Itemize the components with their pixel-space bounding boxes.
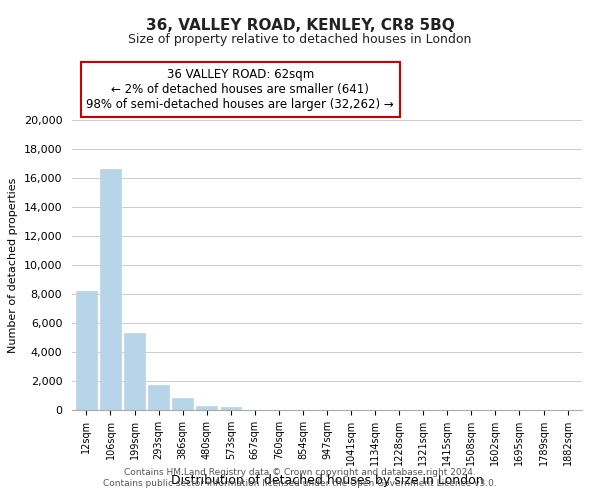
Bar [124, 333, 145, 410]
Y-axis label: Number of detached properties: Number of detached properties [8, 178, 18, 352]
Text: 36 VALLEY ROAD: 62sqm
← 2% of detached houses are smaller (641)
98% of semi-deta: 36 VALLEY ROAD: 62sqm ← 2% of detached h… [86, 68, 394, 111]
X-axis label: Distribution of detached houses by size in London: Distribution of detached houses by size … [170, 474, 484, 486]
Bar [221, 407, 241, 410]
Bar [148, 384, 169, 410]
Bar [196, 406, 217, 410]
Text: Contains HM Land Registry data © Crown copyright and database right 2024.
Contai: Contains HM Land Registry data © Crown c… [103, 468, 497, 487]
Bar [172, 398, 193, 410]
Text: 36, VALLEY ROAD, KENLEY, CR8 5BQ: 36, VALLEY ROAD, KENLEY, CR8 5BQ [146, 18, 454, 32]
Bar [100, 170, 121, 410]
Bar [76, 291, 97, 410]
Text: Size of property relative to detached houses in London: Size of property relative to detached ho… [128, 32, 472, 46]
